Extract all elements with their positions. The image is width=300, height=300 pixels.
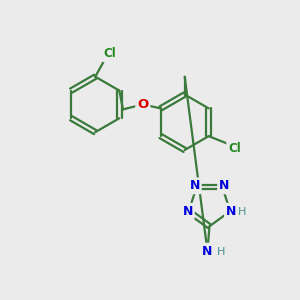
Text: Cl: Cl	[104, 47, 116, 60]
Text: N: N	[226, 205, 236, 218]
Text: N: N	[202, 244, 213, 258]
Text: N: N	[219, 179, 230, 192]
Text: H: H	[238, 207, 247, 217]
Text: O: O	[137, 98, 148, 111]
Text: N: N	[190, 179, 200, 192]
Text: H: H	[216, 247, 225, 257]
Text: N: N	[182, 205, 193, 218]
Text: Cl: Cl	[228, 142, 241, 154]
